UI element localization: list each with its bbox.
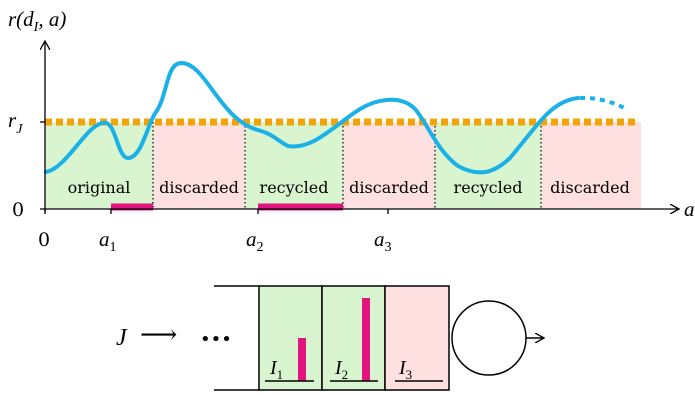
queue-slot-1 (258, 285, 323, 391)
region-label-discarded-2: discarded (349, 178, 429, 197)
x-tick-marks (44, 209, 389, 214)
region-discarded-2-bg (343, 122, 435, 209)
reward-curve-continuation (579, 95, 630, 112)
queue-slot-2 (321, 285, 386, 391)
y-axis-label: r(dI, a) (8, 7, 66, 35)
x-axis-label: a (684, 197, 695, 221)
region-backgrounds (45, 122, 641, 209)
region-recycled-1-bg (245, 122, 343, 209)
queue-slot-1-bar (298, 338, 306, 381)
queue-slot-2-bar (362, 298, 370, 381)
server-circle (451, 300, 527, 376)
queue-slot-2-label: I2 (334, 357, 348, 382)
region-dividers (152, 122, 542, 209)
region-label-discarded-1: discarded (159, 178, 239, 197)
queue-input-label: J (116, 325, 128, 351)
queue-diagram: J ⟶ ••• I1 I2 I3 (116, 285, 543, 391)
queue-slot-3-label: I3 (398, 357, 412, 382)
region-original-bg (45, 122, 153, 209)
queue-slot-1-label: I1 (269, 357, 283, 382)
zero-label: 0 (12, 199, 24, 221)
queue-input-arrow: ⟶ (140, 320, 177, 350)
region-recycled-2-bg (435, 122, 541, 209)
region-label-recycled-1: recycled (260, 178, 329, 197)
queue-slot-3 (384, 285, 450, 391)
region-discarded-3-bg (541, 122, 641, 209)
region-label-discarded-3: discarded (550, 178, 630, 197)
queue-ellipsis: ••• (200, 329, 232, 350)
reward-curve (44, 61, 580, 175)
region-discarded-1-bg (153, 122, 245, 209)
x-tick-label-a3: a3 (374, 227, 392, 255)
x-tick-label-0: 0 (38, 229, 50, 251)
x-tick-label-a1: a1 (99, 227, 117, 255)
region-label-recycled-2: recycled (454, 178, 523, 197)
x-tick-label-a2: a2 (246, 227, 264, 255)
threshold-label: rJ (8, 108, 23, 137)
region-label-original: original (68, 178, 131, 197)
